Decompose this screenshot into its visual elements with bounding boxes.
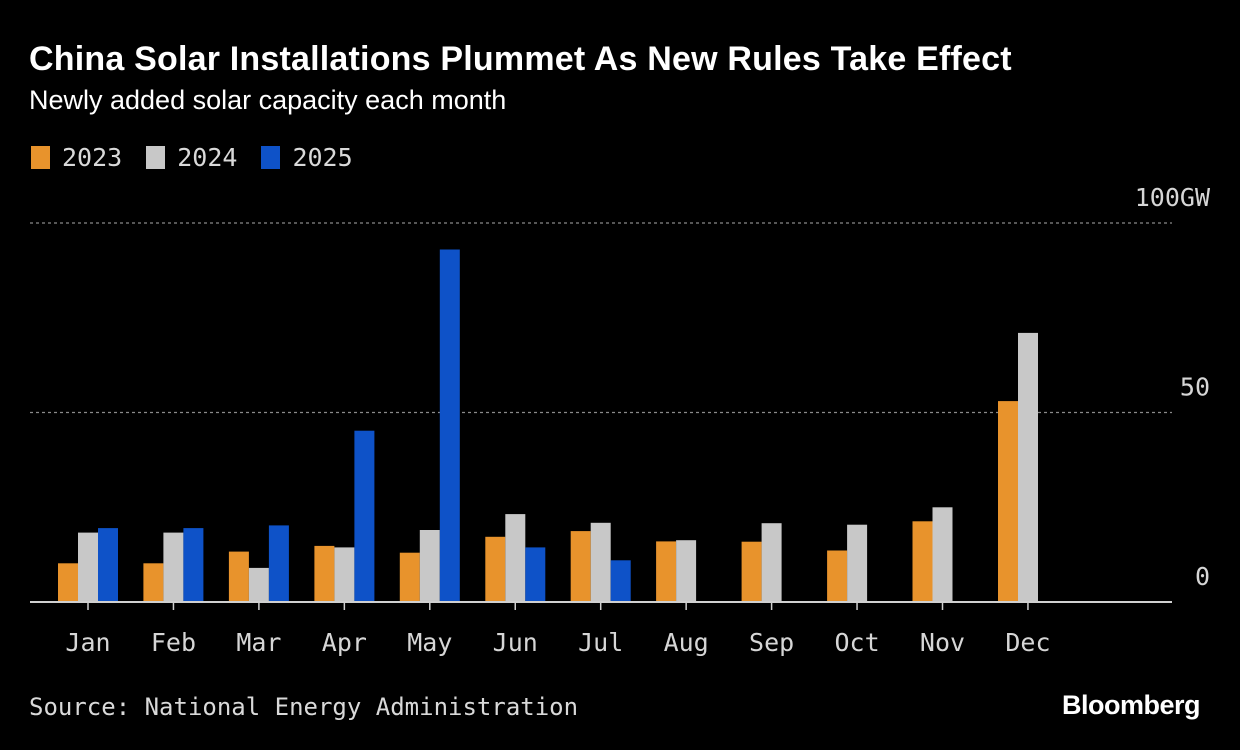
bar-2025-jul xyxy=(610,560,631,602)
bar-2024-feb xyxy=(163,532,184,602)
bars xyxy=(58,249,1038,603)
bar-2024-may xyxy=(419,530,440,602)
y-tick-label-0: 0 xyxy=(1195,562,1210,591)
axes xyxy=(30,601,1172,610)
legend-swatch-2025 xyxy=(261,146,281,169)
bar-2024-jun xyxy=(505,514,526,602)
bar-2023-dec xyxy=(998,401,1018,602)
y-tick-label-100GW: 100GW xyxy=(1135,183,1211,212)
bar-2023-oct xyxy=(827,550,848,602)
legend: 2023 2024 2025 xyxy=(31,143,377,172)
bar-2025-may xyxy=(439,249,460,602)
x-tick-label-jul: Jul xyxy=(578,628,623,657)
bar-2025-jun xyxy=(525,547,546,602)
legend-label-2025: 2025 xyxy=(292,143,353,172)
bar-2023-apr xyxy=(314,545,335,602)
bar-2024-sep xyxy=(761,523,782,602)
axis-labels: 0 50 100GW Jan Feb Mar Apr May Jun Jul Aug Sep Oct No… xyxy=(65,183,1211,657)
bar-2023-nov xyxy=(912,521,933,602)
x-tick-label-jan: Jan xyxy=(65,628,110,657)
x-tick-label-nov: Nov xyxy=(920,628,965,657)
x-tick-label-aug: Aug xyxy=(664,628,709,657)
bloomberg-logo: Bloomberg xyxy=(1061,690,1201,720)
bar-2023-jul xyxy=(570,531,591,602)
legend-item-2024: 2024 xyxy=(146,143,237,172)
legend-label-2023: 2023 xyxy=(62,143,123,172)
x-tick-label-sep: Sep xyxy=(749,628,794,657)
bar-2023-aug xyxy=(656,541,677,602)
bar-2023-jan xyxy=(58,563,78,602)
bar-2023-may xyxy=(399,552,420,602)
legend-label-2024: 2024 xyxy=(177,143,238,172)
bar-2024-aug xyxy=(676,540,697,602)
bar-2023-mar xyxy=(228,551,249,602)
bar-2024-apr xyxy=(334,547,355,602)
bar-2024-jul xyxy=(590,522,611,602)
gridlines xyxy=(30,222,1172,414)
bar-2023-jun xyxy=(485,536,506,602)
bar-2025-apr xyxy=(354,430,375,602)
x-tick-label-oct: Oct xyxy=(834,628,879,657)
legend-swatch-2023 xyxy=(31,146,50,169)
chart-title: China Solar Installations Plummet As New… xyxy=(29,40,1012,78)
bar-2025-mar xyxy=(268,525,289,602)
legend-swatch-2024 xyxy=(146,146,166,169)
bar-2024-mar xyxy=(248,567,269,602)
source-note: Source: National Energy Administration xyxy=(29,693,579,721)
bar-2024-dec xyxy=(1018,332,1038,602)
bar-2024-jan xyxy=(78,532,98,602)
y-tick-label-50: 50 xyxy=(1180,373,1210,402)
x-tick-label-may: May xyxy=(407,628,452,657)
x-tick-label-mar: Mar xyxy=(236,628,281,657)
bar-2025-jan xyxy=(98,528,118,602)
bar-2024-oct xyxy=(847,524,868,602)
x-tick-label-jun: Jun xyxy=(493,628,538,657)
legend-item-2025: 2025 xyxy=(261,143,353,172)
bar-2024-nov xyxy=(932,507,953,603)
chart-subtitle: Newly added solar capacity each month xyxy=(29,85,507,115)
x-tick-label-apr: Apr xyxy=(322,628,367,657)
legend-item-2023: 2023 xyxy=(31,143,122,172)
x-tick-label-feb: Feb xyxy=(151,628,196,657)
x-tick-label-dec: Dec xyxy=(1005,628,1050,657)
bar-2023-feb xyxy=(143,563,164,602)
bar-2025-feb xyxy=(183,528,204,602)
bar-2023-sep xyxy=(741,541,762,602)
